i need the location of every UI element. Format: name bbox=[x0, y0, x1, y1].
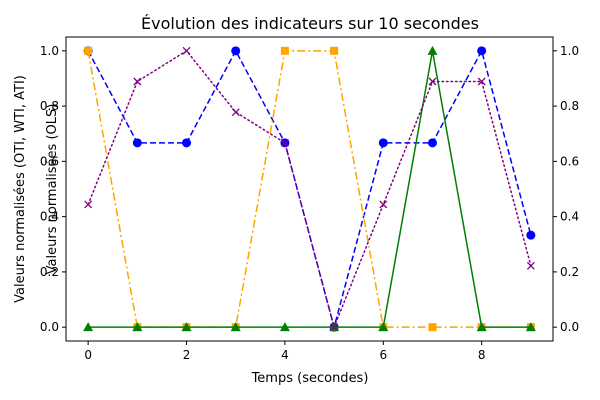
y-left-tick-label: 0.2 bbox=[40, 265, 59, 279]
series-line bbox=[87, 48, 532, 331]
x-tick-label: 6 bbox=[379, 348, 387, 362]
data-point bbox=[230, 322, 241, 332]
data-point bbox=[378, 138, 388, 148]
y-right-tick-label: 1.0 bbox=[560, 44, 579, 58]
data-point bbox=[526, 261, 535, 270]
data-point bbox=[231, 46, 241, 56]
data-point bbox=[280, 46, 289, 55]
data-point bbox=[132, 322, 143, 332]
x-tick-label: 2 bbox=[183, 348, 191, 362]
data-point bbox=[181, 322, 192, 332]
series-1 bbox=[84, 46, 535, 332]
data-point bbox=[330, 46, 339, 55]
x-tick-label: 8 bbox=[478, 348, 486, 362]
data-point bbox=[182, 138, 192, 148]
y-axis-left-label: Valeurs normalisées (OTI, WTI, ATI) bbox=[13, 75, 28, 303]
y-left-tick-label: 1.0 bbox=[40, 44, 59, 58]
y-right-tick-label: 0.8 bbox=[560, 99, 579, 113]
plot-frame bbox=[65, 36, 554, 342]
data-point bbox=[378, 322, 389, 332]
x-tick-label: 0 bbox=[84, 348, 92, 362]
data-point bbox=[84, 46, 93, 55]
data-point bbox=[428, 77, 437, 86]
x-axis-label: Temps (secondes) bbox=[251, 371, 369, 386]
series-3 bbox=[84, 46, 535, 332]
data-point bbox=[477, 46, 487, 56]
data-point bbox=[280, 138, 289, 147]
data-point bbox=[330, 323, 339, 332]
data-point bbox=[379, 200, 388, 209]
y-right-tick-label: 0.6 bbox=[560, 154, 579, 168]
data-point bbox=[427, 45, 438, 55]
data-point bbox=[84, 200, 93, 209]
y-left-tick-label: 0.6 bbox=[40, 154, 59, 168]
data-point bbox=[133, 77, 142, 86]
data-point bbox=[132, 138, 142, 148]
data-point bbox=[525, 322, 536, 332]
y-right-tick-label: 0.0 bbox=[560, 320, 579, 334]
data-point bbox=[476, 322, 487, 332]
x-tick-label: 4 bbox=[281, 348, 289, 362]
x-axis: 0 2 4 6 8 bbox=[84, 341, 485, 362]
y-left-tick-label: 0.4 bbox=[40, 210, 59, 224]
data-point bbox=[526, 230, 536, 240]
data-point bbox=[428, 323, 437, 332]
series-line bbox=[87, 50, 531, 328]
y-right-tick-label: 0.4 bbox=[560, 210, 579, 224]
series-line bbox=[88, 50, 531, 328]
y-left-tick-label: 0.8 bbox=[40, 99, 59, 113]
y-axis-right-label: Valeurs normalisées (OLS) bbox=[45, 104, 60, 275]
y-axis-right: 0.0 0.2 0.4 0.6 0.8 1.0 bbox=[553, 44, 579, 334]
y-axis-left: 0.0 0.2 0.4 0.6 0.8 1.0 bbox=[40, 44, 66, 334]
data-point bbox=[279, 322, 290, 332]
series-2 bbox=[83, 45, 536, 332]
data-point bbox=[477, 77, 486, 86]
plot-area bbox=[83, 45, 536, 332]
data-point bbox=[427, 138, 437, 148]
chart-title: Évolution des indicateurs sur 10 seconde… bbox=[141, 14, 479, 33]
series-0 bbox=[83, 46, 536, 332]
y-right-tick-label: 0.2 bbox=[560, 265, 579, 279]
data-point bbox=[83, 322, 94, 332]
y-left-tick-label: 0.0 bbox=[40, 320, 59, 334]
series-line bbox=[87, 49, 532, 330]
data-point bbox=[231, 108, 240, 117]
data-point bbox=[182, 46, 191, 55]
